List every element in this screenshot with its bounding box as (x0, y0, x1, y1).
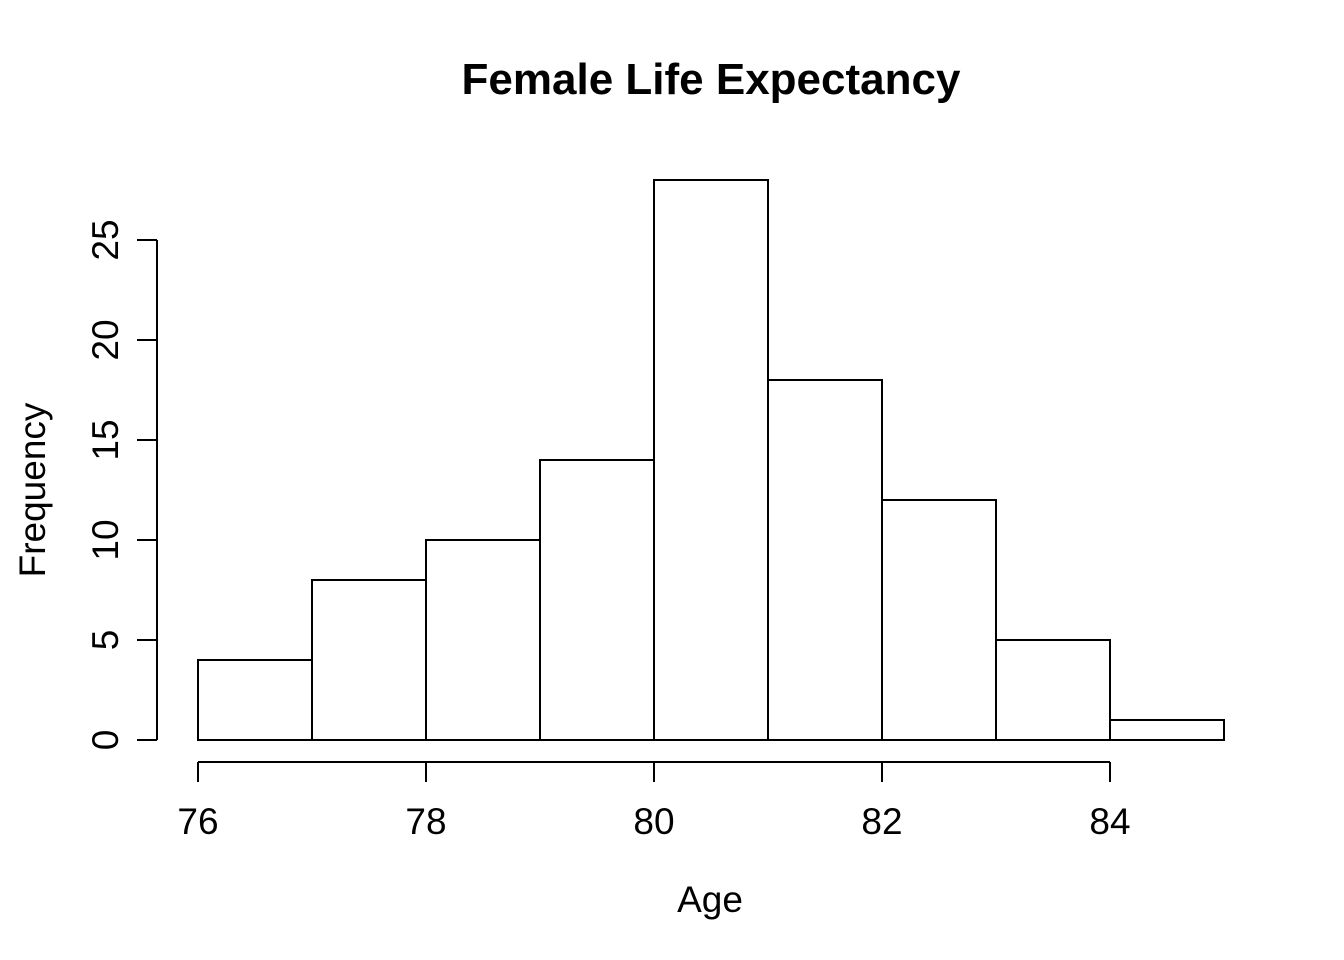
x-axis-label: Age (677, 879, 743, 920)
histogram-bar (539, 459, 655, 741)
x-tick-label: 76 (177, 801, 218, 842)
y-tick-label: 25 (85, 219, 126, 260)
histogram-bar (1109, 719, 1225, 741)
histogram-bar (197, 659, 313, 741)
y-axis-label: Frequency (12, 402, 53, 578)
x-tick-label: 82 (861, 801, 902, 842)
x-tick-label: 80 (633, 801, 674, 842)
histogram-bar (767, 379, 883, 741)
x-tick-label: 78 (405, 801, 446, 842)
histogram-bar (881, 499, 997, 741)
histogram-bar (425, 539, 541, 741)
histogram-bar (311, 579, 427, 741)
histogram-bar (653, 179, 769, 741)
y-tick-label: 0 (85, 730, 126, 751)
y-tick-label: 15 (85, 419, 126, 460)
y-tick-label: 20 (85, 319, 126, 360)
chart-title: Female Life Expectancy (461, 55, 961, 104)
y-tick-label: 10 (85, 519, 126, 560)
x-tick-label: 84 (1089, 801, 1130, 842)
y-tick-label: 5 (85, 630, 126, 651)
histogram-bar (995, 639, 1111, 741)
